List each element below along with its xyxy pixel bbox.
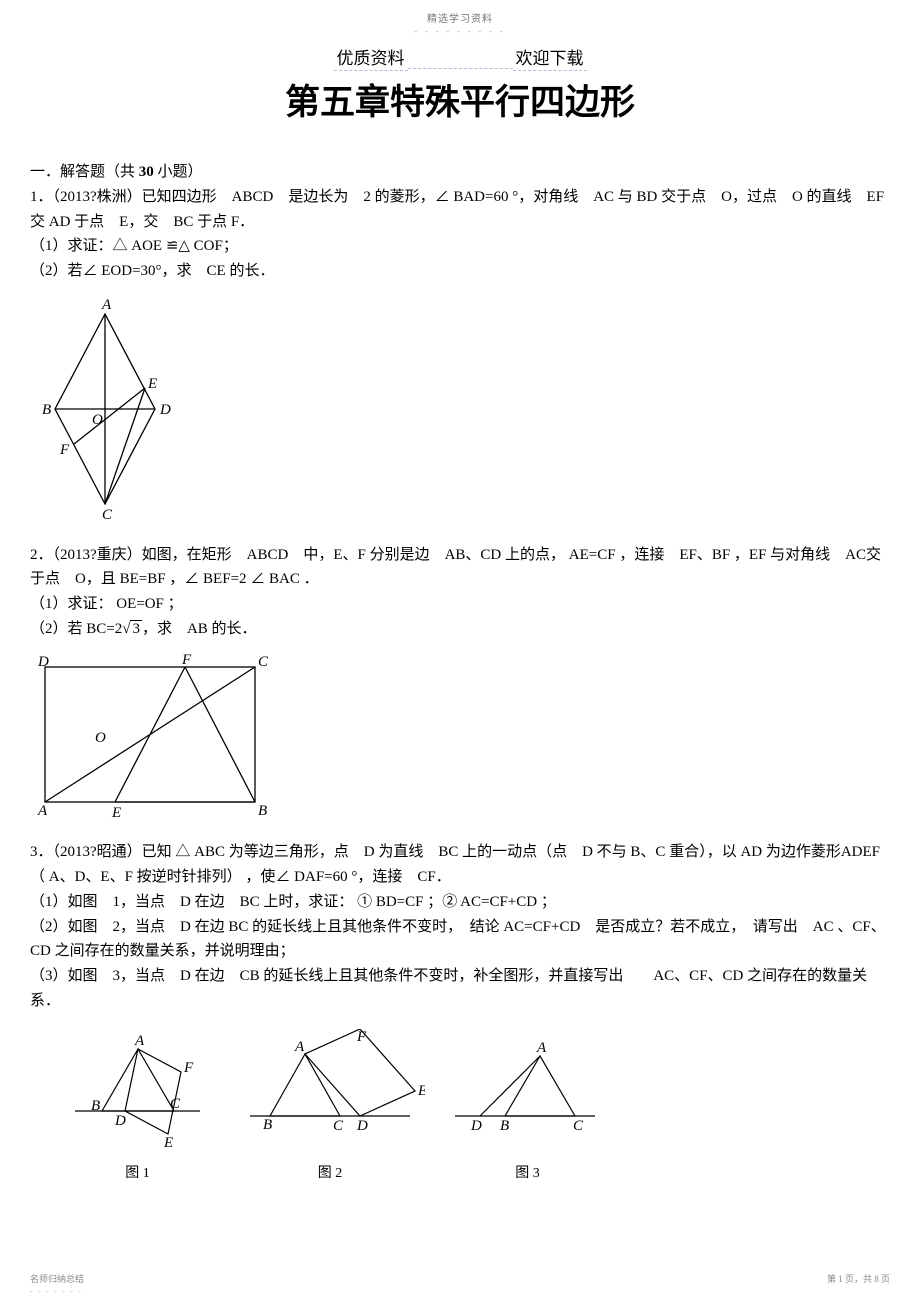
q1-line2: （1）求证：△ AOE ≌△ COF； [30, 234, 890, 259]
svg-text:A: A [101, 297, 112, 313]
q3-line4: （3）如图 3，当点 D 在边 CB 的延长线上且其他条件不变时，补全图形，并直… [30, 964, 890, 1014]
svg-text:B: B [258, 803, 267, 819]
svg-text:D: D [356, 1118, 368, 1134]
section-heading-count: 30 [139, 164, 154, 180]
footer-dots-left: - - - - - - - [30, 1287, 83, 1295]
chapter-title: 第五章特殊平行四边形 [30, 74, 890, 125]
svg-text:B: B [42, 402, 51, 418]
sqrt-icon: √3 [122, 617, 142, 642]
svg-text:F: F [356, 1029, 367, 1045]
svg-text:C: C [258, 654, 269, 670]
q3-fig3: A B C D 图 3 [445, 1029, 610, 1186]
content-body: 一．解答题（共 30 小题） 1．（2013?株洲）已知四边形 ABCD 是边长… [30, 160, 890, 1186]
svg-text:A: A [134, 1033, 145, 1049]
svg-text:C: C [333, 1118, 344, 1134]
svg-text:O: O [95, 730, 106, 746]
svg-text:D: D [114, 1113, 126, 1129]
svg-text:F: F [181, 652, 192, 668]
svg-text:E: E [417, 1083, 425, 1099]
svg-text:A: A [536, 1040, 547, 1056]
q2-line3a: （2）若 BC=2 [30, 621, 122, 637]
q3-fig1-label: 图 1 [60, 1162, 215, 1185]
q2-line3b: ，求 AB 的长． [142, 621, 257, 637]
svg-text:E: E [111, 805, 121, 821]
q2-line3: （2）若 BC=2√3，求 AB 的长． [30, 617, 890, 642]
section-heading-tail: 小题） [158, 164, 203, 180]
quality-left: 优质资料 [334, 49, 408, 71]
footer-left: 名师归纳总结 [30, 1272, 84, 1285]
top-header-dots: - - - - - - - - - [30, 27, 890, 36]
q3-line2: （1）如图 1，当点 D 在边 BC 上时，求证： ① BD=CF ；② AC=… [30, 890, 890, 915]
svg-text:A: A [294, 1039, 305, 1055]
svg-text:C: C [102, 507, 113, 523]
sqrt-value: 3 [130, 620, 142, 637]
svg-text:B: B [263, 1117, 272, 1133]
q1-line3: （2）若∠ EOD=30°，求 CE 的长． [30, 259, 890, 284]
q2-line2: （1）求证： OE=OF ； [30, 592, 890, 617]
svg-text:E: E [147, 376, 157, 392]
svg-text:F: F [59, 442, 70, 458]
q2-line1: 2．（2013?重庆）如图，在矩形 ABCD 中，E、F 分别是边 AB、CD … [30, 543, 890, 593]
q3-fig3-label: 图 3 [445, 1162, 610, 1185]
top-header-text: 精选学习资料 [30, 10, 890, 25]
section-heading-text: 一．解答题（共 [30, 164, 135, 180]
q3-line3: （2）如图 2，当点 D 在边 BC 的延长线上且其他条件不变时， 结论 AC=… [30, 915, 890, 965]
svg-text:O: O [92, 412, 103, 428]
q3-fig2-label: 图 2 [235, 1162, 425, 1185]
svg-text:C: C [170, 1096, 181, 1112]
q1-line1: 1．（2013?株洲）已知四边形 ABCD 是边长为 2 的菱形，∠ BAD=6… [30, 185, 890, 235]
svg-text:E: E [163, 1135, 173, 1149]
svg-text:A: A [37, 803, 48, 819]
q3-figures: A B C D E F 图 1 A B C D E [60, 1029, 890, 1186]
q3-fig1: A B C D E F 图 1 [60, 1029, 215, 1186]
q3-fig2: A B C D E F 图 2 [235, 1029, 425, 1186]
svg-text:B: B [500, 1118, 509, 1134]
q2-figure: D F C A E B O [30, 652, 890, 831]
svg-text:C: C [573, 1118, 584, 1134]
q1-figure: A B C D E F O [30, 294, 890, 533]
section-heading: 一．解答题（共 30 小题） [30, 160, 890, 185]
svg-text:D: D [159, 402, 171, 418]
quality-right: 欢迎下载 [513, 49, 587, 71]
svg-text:F: F [183, 1060, 194, 1076]
q3-line1: 3．（2013?昭通）已知 △ ABC 为等边三角形，点 D 为直线 BC 上的… [30, 840, 890, 890]
svg-text:B: B [91, 1098, 100, 1114]
svg-text:D: D [37, 654, 49, 670]
quality-spacer [408, 52, 513, 69]
svg-text:D: D [470, 1118, 482, 1134]
quality-line: 优质资料 欢迎下载 [30, 44, 890, 69]
footer-right: 第 1 页，共 8 页 [827, 1272, 890, 1285]
